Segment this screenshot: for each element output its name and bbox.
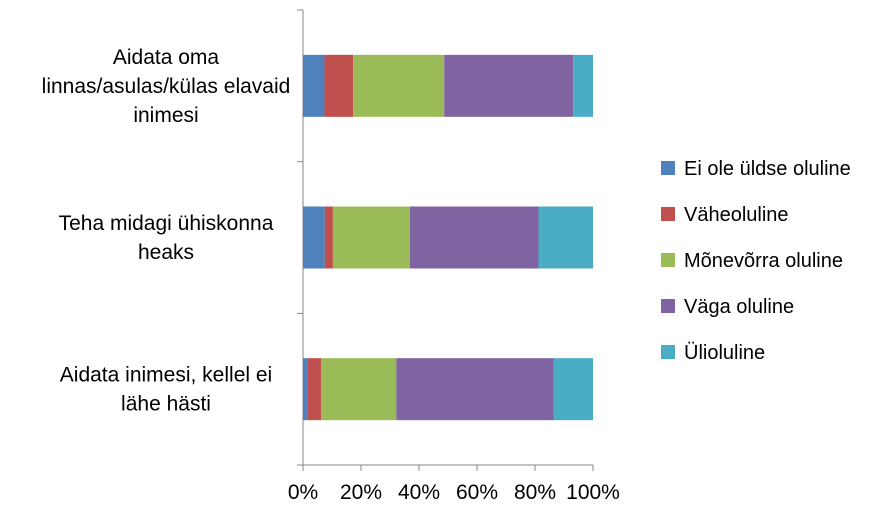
category-label-0: Aidata inimesi, kellel ei lähe hästi (60, 364, 272, 416)
x-tick-labels: 0% 20% 40% 60% 80% 100% (288, 481, 620, 504)
category-label-line: Teha midagi ühiskonna (59, 212, 274, 235)
category-label-line: lähe hästi (121, 393, 211, 416)
category-label-line: heaks (138, 241, 194, 264)
legend-label-1: Väheoluline (684, 204, 789, 226)
legend-swatch-2 (661, 253, 675, 267)
category-labels: Aidata inimesi, kellel ei lähe hästi Teha … (42, 46, 291, 416)
x-tick-label: 100% (566, 481, 620, 504)
legend-label-0: Ei ole üldse oluline (684, 158, 851, 180)
legend-swatch-3 (661, 299, 675, 313)
category-label-1: Teha midagi ühiskonna heaks (59, 212, 274, 264)
legend-swatch-4 (661, 345, 675, 359)
legend-label-4: Ülioluline (684, 342, 765, 364)
bar-segment-1-3 (410, 206, 539, 269)
bar-segment-0-4 (553, 358, 593, 421)
x-tick-label: 40% (398, 481, 440, 504)
category-label-line: inimesi (133, 104, 198, 127)
bar-segment-2-0 (303, 54, 325, 117)
category-label-line: Aidata oma (113, 46, 220, 69)
legend-label-3: Väga oluline (684, 296, 794, 318)
x-tick-label: 60% (456, 481, 498, 504)
bar-segment-2-2 (353, 54, 445, 117)
chart-bars (303, 54, 593, 421)
bar-segment-0-3 (396, 358, 554, 421)
legend-swatch-1 (661, 207, 675, 221)
category-label-line: linnas/asulas/külas elavaid (42, 75, 291, 98)
bar-segment-0-1 (307, 358, 321, 421)
x-tick-label: 20% (340, 481, 382, 504)
bar-segment-1-2 (332, 206, 411, 269)
x-tick-label: 80% (514, 481, 556, 504)
category-label-2: Aidata oma linnas/asulas/külas elavaid ini… (42, 46, 291, 127)
bar-segment-2-1 (324, 54, 354, 117)
bar-segment-0-2 (320, 358, 397, 421)
bar-segment-1-1 (324, 206, 333, 269)
bar-segment-2-3 (444, 54, 574, 117)
bar-segment-0-0 (303, 358, 308, 421)
category-label-line: Aidata inimesi, kellel ei (60, 364, 272, 387)
bar-segment-2-4 (573, 54, 593, 117)
legend-swatch-0 (661, 161, 675, 175)
bar-segment-1-4 (538, 206, 593, 269)
legend-label-2: Mõnevõrra oluline (684, 250, 843, 272)
legend: Ei ole üldse oluline Väheoluline Mõnevõrra… (661, 158, 851, 364)
x-tick-label: 0% (288, 481, 318, 504)
bar-segment-1-0 (303, 206, 325, 269)
